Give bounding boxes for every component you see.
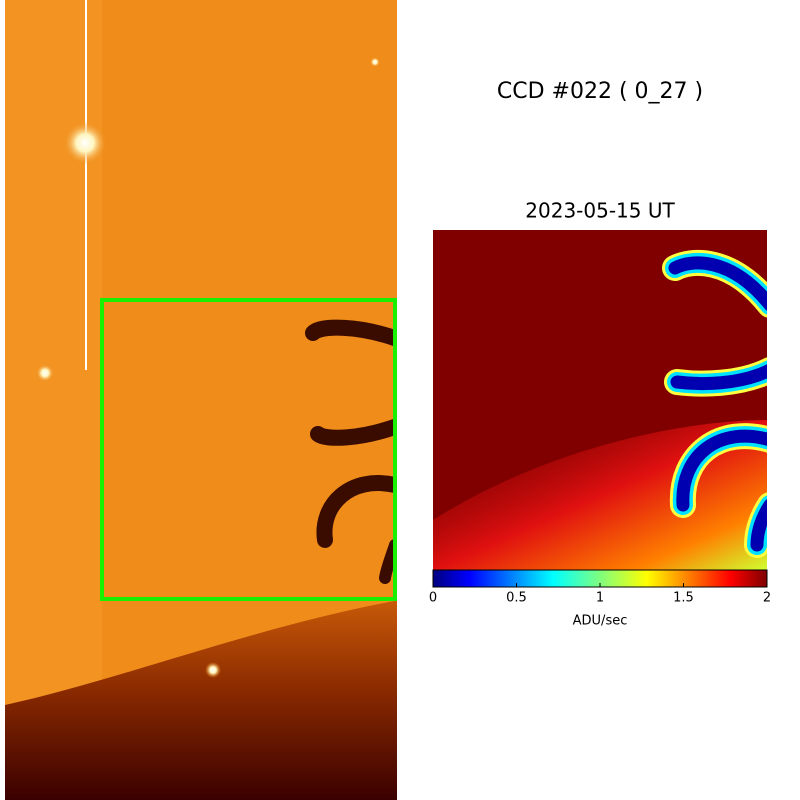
zoom-image bbox=[433, 230, 767, 570]
colorbar-tick-label: 1 bbox=[596, 591, 604, 606]
colorbar-tick-label: 0 bbox=[429, 591, 437, 606]
colorbar-tick-label: 0.5 bbox=[506, 591, 527, 606]
ccd-title: CCD #022 ( 0_27 ) bbox=[497, 79, 703, 104]
ccd-image bbox=[5, 0, 397, 800]
date-title: 2023-05-15 UT bbox=[525, 199, 675, 223]
colorbar-tick-label: 1.5 bbox=[673, 591, 694, 606]
colorbar-label: ADU/sec bbox=[573, 614, 628, 629]
colorbar-tick-label: 2 bbox=[763, 591, 771, 606]
